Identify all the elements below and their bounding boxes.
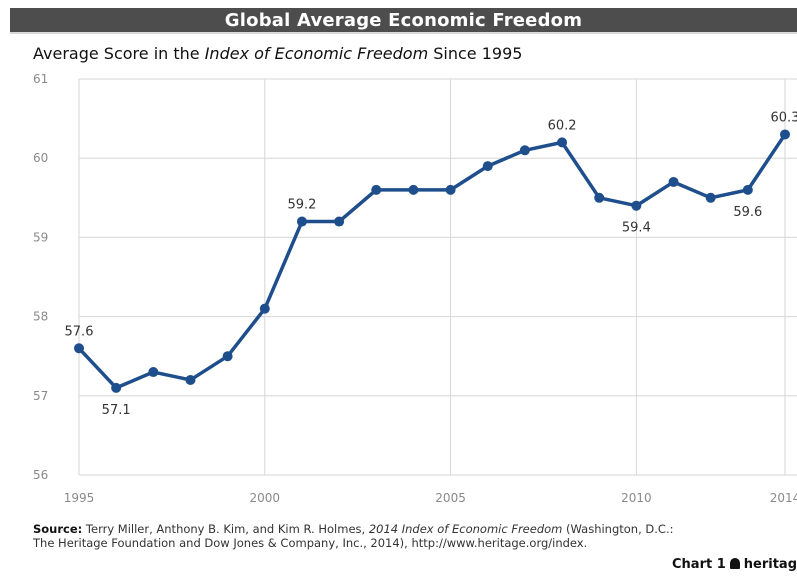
data-point [334,216,345,227]
data-point [296,216,307,227]
data-point [705,192,716,203]
data-point [482,161,493,172]
data-label: 57.6 [65,324,94,339]
brand-name: heritag [743,557,797,572]
chart-title: Global Average Economic Freedom [224,10,583,31]
data-point [148,367,159,378]
data-point [780,129,790,140]
y-tick-label: 61 [33,72,48,86]
data-point [371,184,382,195]
y-tick-label: 58 [33,310,48,324]
source-italic: 2014 Index of Economic Freedom [368,522,563,536]
data-point [594,192,605,203]
data-point [742,184,753,195]
x-tick-label: 2014 [770,491,797,505]
chart-subtitle: Average Score in the Index of Economic F… [33,44,522,63]
data-point [557,137,568,148]
liberty-bell-icon [729,558,740,569]
x-tick-label: 2000 [250,491,281,505]
data-point [668,176,679,187]
source-note: Source: Terry Miller, Anthony B. Kim, an… [33,522,673,550]
data-label: 57.1 [102,403,131,418]
data-label: 60.3 [771,110,797,125]
chart-number: Chart 1 [672,557,726,572]
source-line-2: The Heritage Foundation and Dow Jones & … [33,536,588,550]
data-label: 59.4 [622,221,651,236]
data-point [259,303,270,314]
x-tick-label: 1995 [64,491,95,505]
source-label: Source: [33,522,83,536]
data-point [519,145,530,156]
x-tick-label: 2010 [621,491,652,505]
data-point [222,351,233,362]
data-label: 59.6 [733,205,762,220]
x-tick-label: 2005 [435,491,466,505]
subtitle-suffix: Since 1995 [428,44,523,63]
data-point [631,200,642,211]
data-label: 60.2 [548,118,577,133]
data-point [408,184,419,195]
data-point [74,343,84,354]
y-tick-label: 56 [33,468,48,482]
subtitle-prefix: Average Score in the [33,44,205,63]
y-tick-label: 57 [33,389,48,403]
data-point [185,374,196,385]
line-chart: 56 57 58 59 60 61 1995 2000 2005 2010 2014 57.6 57.1… [33,72,797,505]
subtitle-italic: Index of Economic Freedom [204,44,429,63]
footer: Chart 1 heritag [672,557,797,572]
source-text-b: (Washington, D.C.: [562,522,674,536]
data-label: 59.2 [287,198,316,213]
source-text-a: Terry Miller, Anthony B. Kim, and Kim R.… [82,522,369,536]
title-bar: Global Average Economic Freedom [10,8,797,34]
y-tick-label: 59 [33,230,48,244]
y-tick-label: 60 [33,151,48,165]
data-point [445,184,456,195]
series-line [77,132,787,390]
data-point [111,382,122,393]
source-line-1: Source: Terry Miller, Anthony B. Kim, an… [33,522,673,536]
